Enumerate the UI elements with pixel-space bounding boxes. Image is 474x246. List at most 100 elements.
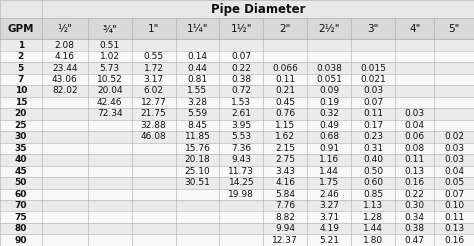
Text: 0.45: 0.45 — [275, 98, 295, 107]
Text: 23.44: 23.44 — [52, 63, 77, 73]
Text: 3.28: 3.28 — [188, 98, 208, 107]
Text: 5.21: 5.21 — [319, 236, 339, 245]
Text: 1.55: 1.55 — [187, 87, 208, 95]
Text: 0.11: 0.11 — [275, 75, 295, 84]
Text: 25.10: 25.10 — [185, 167, 210, 176]
Text: 0.03: 0.03 — [363, 87, 383, 95]
Text: 1¼": 1¼" — [187, 24, 208, 34]
Text: 20.04: 20.04 — [97, 87, 123, 95]
Text: 90: 90 — [15, 236, 27, 245]
Text: 80: 80 — [15, 224, 27, 233]
Text: 0.038: 0.038 — [316, 63, 342, 73]
Bar — [0, 85, 474, 97]
Bar — [0, 223, 474, 234]
Text: 0.03: 0.03 — [444, 144, 465, 153]
Text: 35: 35 — [15, 144, 27, 153]
Text: 2.75: 2.75 — [275, 155, 295, 164]
Text: 14.25: 14.25 — [228, 178, 254, 187]
Text: 2": 2" — [280, 24, 291, 34]
Text: 82.02: 82.02 — [52, 87, 78, 95]
Text: 12.77: 12.77 — [141, 98, 166, 107]
Bar — [0, 0, 42, 18]
Text: 8.45: 8.45 — [188, 121, 208, 130]
Text: 0.22: 0.22 — [405, 190, 425, 199]
Text: 72.34: 72.34 — [97, 109, 123, 118]
Text: 0.38: 0.38 — [231, 75, 251, 84]
Text: GPM: GPM — [8, 24, 34, 34]
Text: 0.31: 0.31 — [363, 144, 383, 153]
Text: 5: 5 — [18, 63, 24, 73]
Text: 50: 50 — [15, 178, 27, 187]
Text: 40: 40 — [15, 155, 27, 164]
Bar — [0, 177, 474, 188]
Text: 7.36: 7.36 — [231, 144, 251, 153]
Text: 0.066: 0.066 — [273, 63, 298, 73]
Bar — [0, 18, 474, 39]
Text: 0.14: 0.14 — [188, 52, 208, 61]
Text: 4.16: 4.16 — [55, 52, 75, 61]
Text: 3.27: 3.27 — [319, 201, 339, 210]
Text: 0.10: 0.10 — [444, 201, 465, 210]
Text: 70: 70 — [15, 201, 27, 210]
Text: 0.21: 0.21 — [275, 87, 295, 95]
Text: 9.43: 9.43 — [231, 155, 251, 164]
Text: 0.50: 0.50 — [363, 167, 383, 176]
Text: 0.91: 0.91 — [319, 144, 339, 153]
Text: 46.08: 46.08 — [141, 132, 166, 141]
Text: 1.02: 1.02 — [100, 52, 120, 61]
Text: 4.19: 4.19 — [319, 224, 339, 233]
Text: 5.84: 5.84 — [275, 190, 295, 199]
Text: 2.08: 2.08 — [55, 41, 75, 50]
Text: 15: 15 — [15, 98, 27, 107]
Bar — [0, 39, 474, 51]
Text: 0.11: 0.11 — [363, 109, 383, 118]
Text: 0.13: 0.13 — [444, 224, 465, 233]
Text: ¾": ¾" — [102, 24, 117, 34]
Text: 19.98: 19.98 — [228, 190, 255, 199]
Text: 6.02: 6.02 — [144, 87, 164, 95]
Text: 3": 3" — [367, 24, 379, 34]
Bar — [42, 0, 474, 18]
Text: 0.38: 0.38 — [405, 224, 425, 233]
Text: 0.07: 0.07 — [363, 98, 383, 107]
Text: 0.17: 0.17 — [363, 121, 383, 130]
Text: 11.85: 11.85 — [184, 132, 210, 141]
Text: 7: 7 — [18, 75, 24, 84]
Text: 0.22: 0.22 — [231, 63, 251, 73]
Text: 3.43: 3.43 — [275, 167, 295, 176]
Bar — [0, 154, 474, 166]
Text: 0.07: 0.07 — [444, 190, 465, 199]
Text: 0.23: 0.23 — [363, 132, 383, 141]
Text: 9.94: 9.94 — [275, 224, 295, 233]
Text: 43.06: 43.06 — [52, 75, 78, 84]
Text: 0.11: 0.11 — [444, 213, 465, 222]
Text: 0.81: 0.81 — [187, 75, 208, 84]
Text: 7.76: 7.76 — [275, 201, 295, 210]
Text: 0.08: 0.08 — [405, 144, 425, 153]
Text: 1.28: 1.28 — [363, 213, 383, 222]
Text: 5.53: 5.53 — [231, 132, 251, 141]
Text: 2.15: 2.15 — [275, 144, 295, 153]
Text: 1: 1 — [18, 41, 24, 50]
Bar — [0, 108, 474, 120]
Text: 2.61: 2.61 — [231, 109, 251, 118]
Text: 45: 45 — [15, 167, 27, 176]
Text: 10: 10 — [15, 87, 27, 95]
Text: 10.52: 10.52 — [97, 75, 123, 84]
Text: 0.34: 0.34 — [405, 213, 425, 222]
Text: 20: 20 — [15, 109, 27, 118]
Text: 0.49: 0.49 — [319, 121, 339, 130]
Text: 2½": 2½" — [319, 24, 340, 34]
Text: 1.44: 1.44 — [319, 167, 339, 176]
Bar — [0, 212, 474, 223]
Bar — [0, 120, 474, 131]
Text: 1.62: 1.62 — [275, 132, 295, 141]
Text: 0.60: 0.60 — [363, 178, 383, 187]
Bar — [0, 166, 474, 177]
Text: 0.04: 0.04 — [444, 167, 464, 176]
Text: 1.13: 1.13 — [363, 201, 383, 210]
Text: 0.07: 0.07 — [231, 52, 251, 61]
Text: 0.03: 0.03 — [444, 155, 465, 164]
Text: 0.55: 0.55 — [144, 52, 164, 61]
Text: 5": 5" — [448, 24, 460, 34]
